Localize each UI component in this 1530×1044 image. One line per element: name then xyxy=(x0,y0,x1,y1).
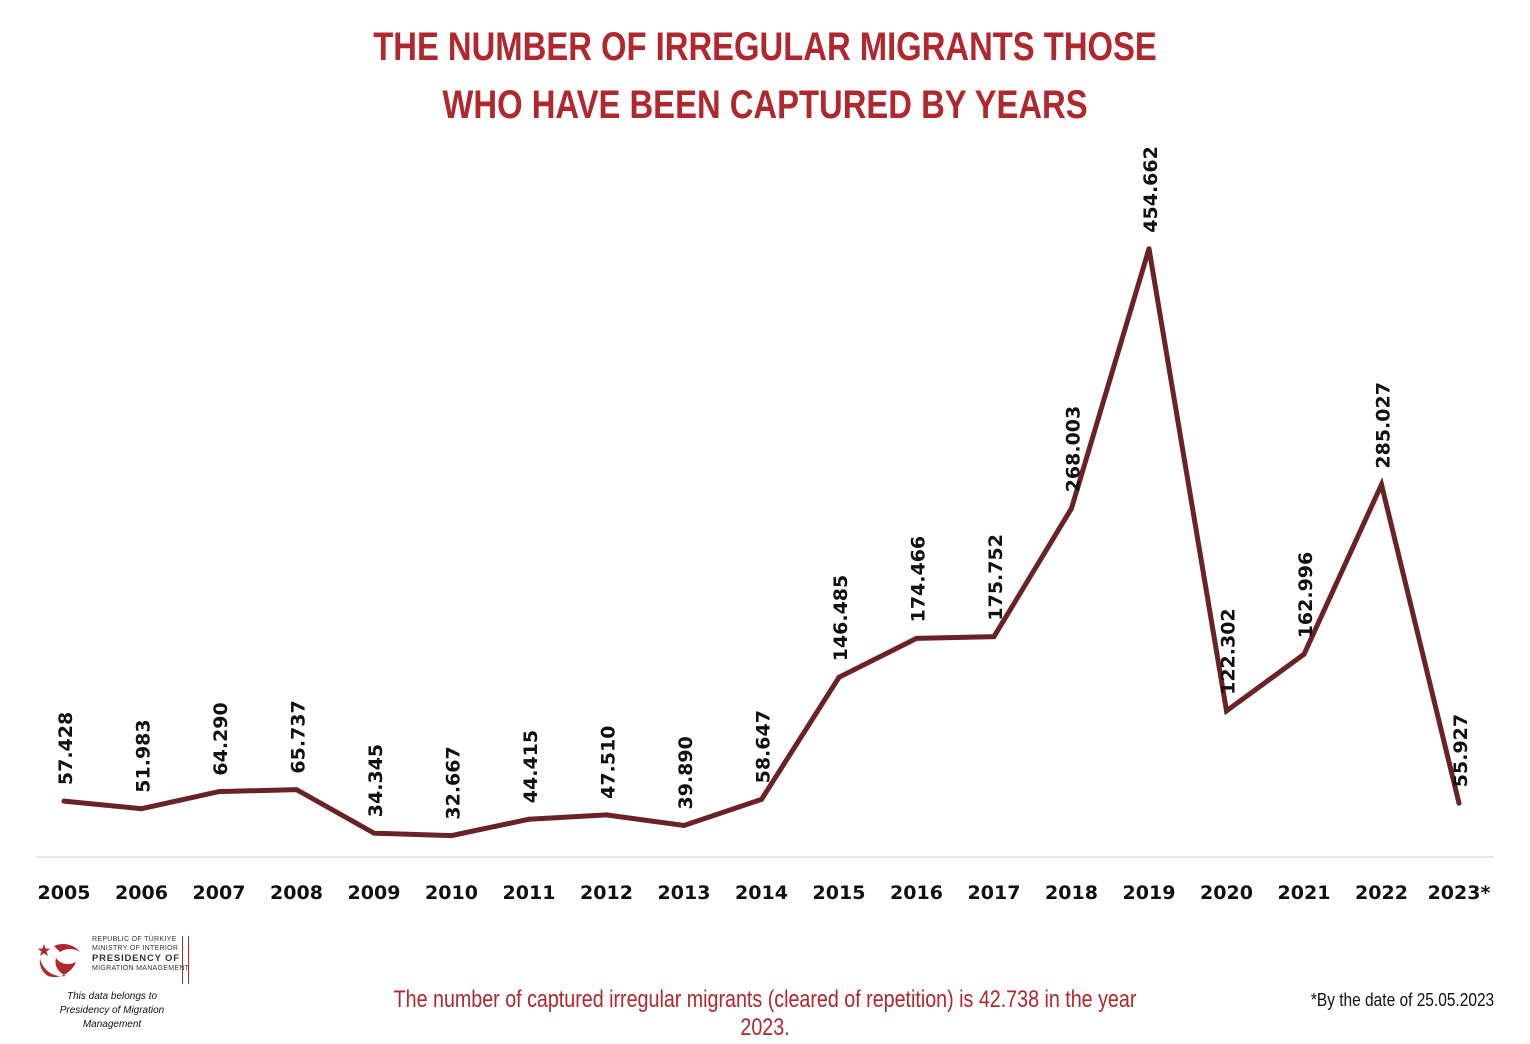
logo-divider xyxy=(182,936,189,984)
date-note: *By the date of 25.05.2023 xyxy=(1310,990,1494,1010)
x-tick-layer: 2005 2006 2007 2008 2009 2010 2011 2012 2013 2014… xyxy=(38,882,1491,904)
data-point xyxy=(1379,482,1384,488)
data-point xyxy=(526,816,532,822)
x-tick-label: 2008 xyxy=(270,882,323,904)
data-point xyxy=(1069,505,1074,511)
data-label: 285.027 xyxy=(1373,382,1395,469)
data-point xyxy=(991,634,997,640)
x-tick-label: 2021 xyxy=(1278,882,1331,904)
data-point xyxy=(139,806,144,812)
source-note: This data belongs to Presidency of Migra… xyxy=(34,990,190,1032)
x-tick-label: 2006 xyxy=(115,882,168,904)
data-label: 64.290 xyxy=(210,702,232,775)
x-tick-label: 2016 xyxy=(890,882,943,904)
data-label: 51.983 xyxy=(133,719,155,792)
x-tick-label: 2019 xyxy=(1123,882,1176,904)
data-label: 32.667 xyxy=(443,746,465,819)
source-line-2: Presidency of Migration Management xyxy=(59,1005,165,1030)
footnote: The number of captured irregular migrant… xyxy=(393,986,1137,1041)
data-point xyxy=(836,674,842,680)
data-label: 39.890 xyxy=(675,736,697,809)
logo-migration: MIGRATION MANAGEMENT xyxy=(92,965,190,972)
x-tick-label: 2017 xyxy=(968,882,1021,904)
data-label: 57.428 xyxy=(55,712,77,785)
data-point xyxy=(61,798,67,804)
x-tick-label: 2007 xyxy=(193,882,246,904)
data-point xyxy=(371,830,377,836)
x-tick-label: 2010 xyxy=(425,882,478,904)
data-point xyxy=(604,812,609,818)
data-point xyxy=(1456,800,1462,806)
logo-republic: REPUBLIC OF TÜRKIYE xyxy=(92,936,177,943)
data-label: 44.415 xyxy=(520,730,542,803)
data-label: 268.003 xyxy=(1063,406,1085,493)
data-label: 47.510 xyxy=(598,726,620,799)
x-tick-label: 2020 xyxy=(1200,882,1253,904)
x-tick-label: 2023* xyxy=(1428,882,1491,904)
data-label: 58.647 xyxy=(753,710,775,783)
source-line-1: This data belongs to xyxy=(66,991,158,1002)
data-label: 162.996 xyxy=(1295,552,1317,639)
data-point xyxy=(1224,708,1229,714)
data-label: 55.927 xyxy=(1450,714,1472,787)
data-label: 174.466 xyxy=(908,536,930,623)
logo-text: REPUBLIC OF TÜRKIYE MINISTRY OF INTERIOR… xyxy=(92,935,189,973)
data-point xyxy=(449,833,454,839)
presidency-logo xyxy=(37,944,80,978)
x-tick-label: 2005 xyxy=(38,882,91,904)
x-tick-label: 2018 xyxy=(1045,882,1098,904)
x-tick-label: 2014 xyxy=(735,882,788,904)
x-tick-label: 2009 xyxy=(348,882,401,904)
x-tick-label: 2022 xyxy=(1355,882,1408,904)
logo-ministry: MINISTRY OF INTERIOR xyxy=(92,945,179,952)
data-label: 65.737 xyxy=(288,700,310,773)
data-point xyxy=(759,796,764,802)
data-point xyxy=(681,823,687,828)
chart-title: THE NUMBER OF IRREGULAR MIGRANTS THOSE W… xyxy=(138,18,1393,134)
data-point xyxy=(914,635,919,641)
chart-title-line-2: WHO HAVE BEEN CAPTURED BY YEARS xyxy=(442,83,1088,127)
x-tick-label: 2011 xyxy=(503,882,556,904)
data-point xyxy=(1301,651,1307,657)
data-point xyxy=(216,789,222,795)
x-tick-label: 2012 xyxy=(580,882,633,904)
data-point xyxy=(294,787,299,793)
data-label-layer: 57.428 51.983 64.290 65.737 34.345 32.667 44.4… xyxy=(55,146,1472,819)
data-label: 122.302 xyxy=(1218,608,1240,695)
data-label: 175.752 xyxy=(985,534,1007,621)
series-layer xyxy=(61,246,1462,839)
data-point xyxy=(1146,246,1152,252)
logo-presidency: PRESIDENCY OF xyxy=(92,953,180,964)
data-label: 454.662 xyxy=(1140,146,1162,233)
crescent-star-icon xyxy=(37,944,80,978)
data-label: 34.345 xyxy=(365,744,387,817)
data-label: 146.485 xyxy=(830,575,852,662)
x-tick-label: 2013 xyxy=(658,882,711,904)
chart-title-line-1: THE NUMBER OF IRREGULAR MIGRANTS THOSE xyxy=(373,25,1157,69)
x-tick-label: 2015 xyxy=(813,882,866,904)
